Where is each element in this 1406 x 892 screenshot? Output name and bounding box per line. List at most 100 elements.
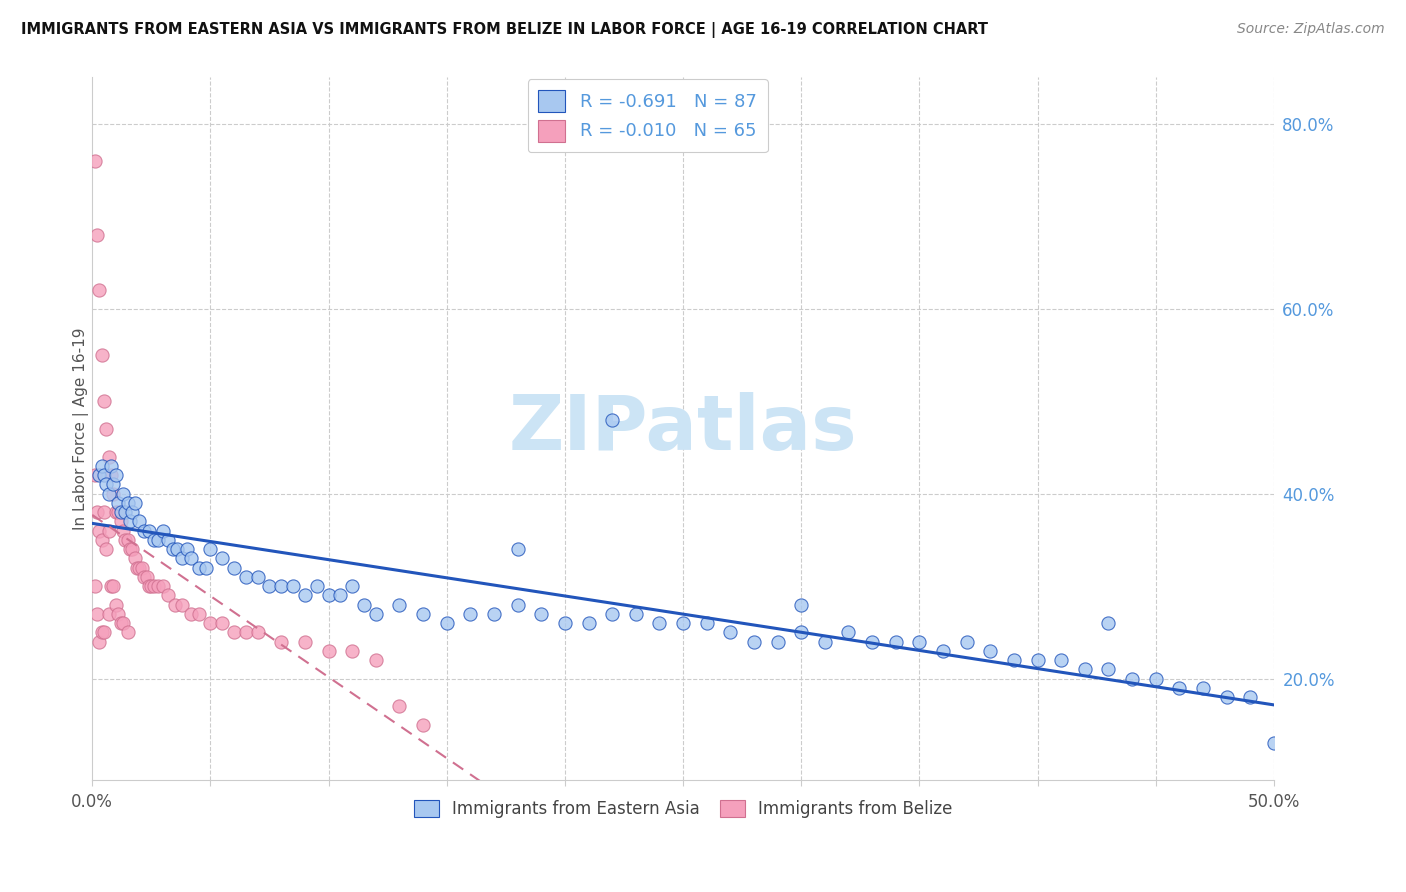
Point [96, 477, 118, 491]
Point [979, 644, 1001, 658]
Point [152, 524, 174, 538]
Point [142, 579, 165, 593]
Point [89, 524, 111, 538]
Point [1097, 616, 1119, 631]
Point [110, 505, 132, 519]
Text: ZIPatlas: ZIPatlas [509, 392, 858, 466]
Point [104, 468, 127, 483]
Point [111, 524, 134, 538]
Point [148, 579, 170, 593]
Point [884, 634, 907, 648]
Point [103, 477, 125, 491]
Point [412, 607, 434, 621]
Point [156, 588, 179, 602]
Point [180, 607, 202, 621]
Point [89, 468, 111, 483]
Point [152, 579, 174, 593]
Point [624, 607, 647, 621]
Point [90, 625, 112, 640]
Point [89, 634, 111, 648]
Point [176, 542, 198, 557]
Point [860, 634, 883, 648]
Point [270, 634, 292, 648]
Point [235, 570, 257, 584]
Point [814, 634, 837, 648]
Point [100, 468, 122, 483]
Point [97, 607, 120, 621]
Point [1239, 690, 1261, 704]
Point [134, 570, 156, 584]
Point [436, 616, 458, 631]
Point [121, 542, 143, 557]
Point [482, 607, 505, 621]
Point [180, 551, 202, 566]
Point [96, 542, 118, 557]
Point [118, 514, 141, 528]
Text: IMMIGRANTS FROM EASTERN ASIA VS IMMIGRANTS FROM BELIZE IN LABOR FORCE | AGE 16-1: IMMIGRANTS FROM EASTERN ASIA VS IMMIGRAN… [21, 22, 988, 38]
Point [1050, 653, 1073, 667]
Point [318, 588, 340, 602]
Point [128, 560, 150, 574]
Point [96, 422, 118, 436]
Point [211, 551, 233, 566]
Point [117, 625, 139, 640]
Point [124, 551, 146, 566]
Point [1074, 662, 1097, 676]
Point [506, 598, 529, 612]
Text: Source: ZipAtlas.com: Source: ZipAtlas.com [1237, 22, 1385, 37]
Point [340, 579, 363, 593]
Point [117, 496, 139, 510]
Point [187, 607, 209, 621]
Point [83, 579, 105, 593]
Point [329, 588, 352, 602]
Point [128, 514, 150, 528]
Point [138, 524, 160, 538]
Point [506, 542, 529, 557]
Point [170, 598, 193, 612]
Point [908, 634, 931, 648]
Point [388, 598, 411, 612]
Point [672, 616, 695, 631]
Point [83, 468, 105, 483]
Point [134, 524, 156, 538]
Point [259, 579, 281, 593]
Point [89, 283, 111, 297]
Point [554, 616, 576, 631]
Point [138, 579, 160, 593]
Point [956, 634, 979, 648]
Point [90, 348, 112, 362]
Point [170, 551, 193, 566]
Point [93, 394, 115, 409]
Point [111, 616, 134, 631]
Point [194, 560, 217, 574]
Point [148, 533, 170, 547]
Point [86, 505, 108, 519]
Point [600, 412, 623, 426]
Point [135, 570, 157, 584]
Point [600, 607, 623, 621]
Point [110, 514, 132, 528]
Point [111, 486, 134, 500]
Point [163, 598, 186, 612]
Point [114, 533, 136, 547]
Point [118, 542, 141, 557]
Point [222, 625, 245, 640]
Point [103, 486, 125, 500]
Point [388, 699, 411, 714]
Point [187, 560, 209, 574]
Point [200, 542, 222, 557]
Point [790, 625, 813, 640]
Point [97, 450, 120, 464]
Point [90, 533, 112, 547]
Point [110, 616, 132, 631]
Point [353, 598, 375, 612]
Point [124, 496, 146, 510]
Point [107, 505, 129, 519]
Point [1215, 690, 1237, 704]
Point [125, 560, 148, 574]
Point [1121, 672, 1143, 686]
Point [578, 616, 600, 631]
Point [246, 570, 269, 584]
Point [117, 533, 139, 547]
Point [200, 616, 222, 631]
